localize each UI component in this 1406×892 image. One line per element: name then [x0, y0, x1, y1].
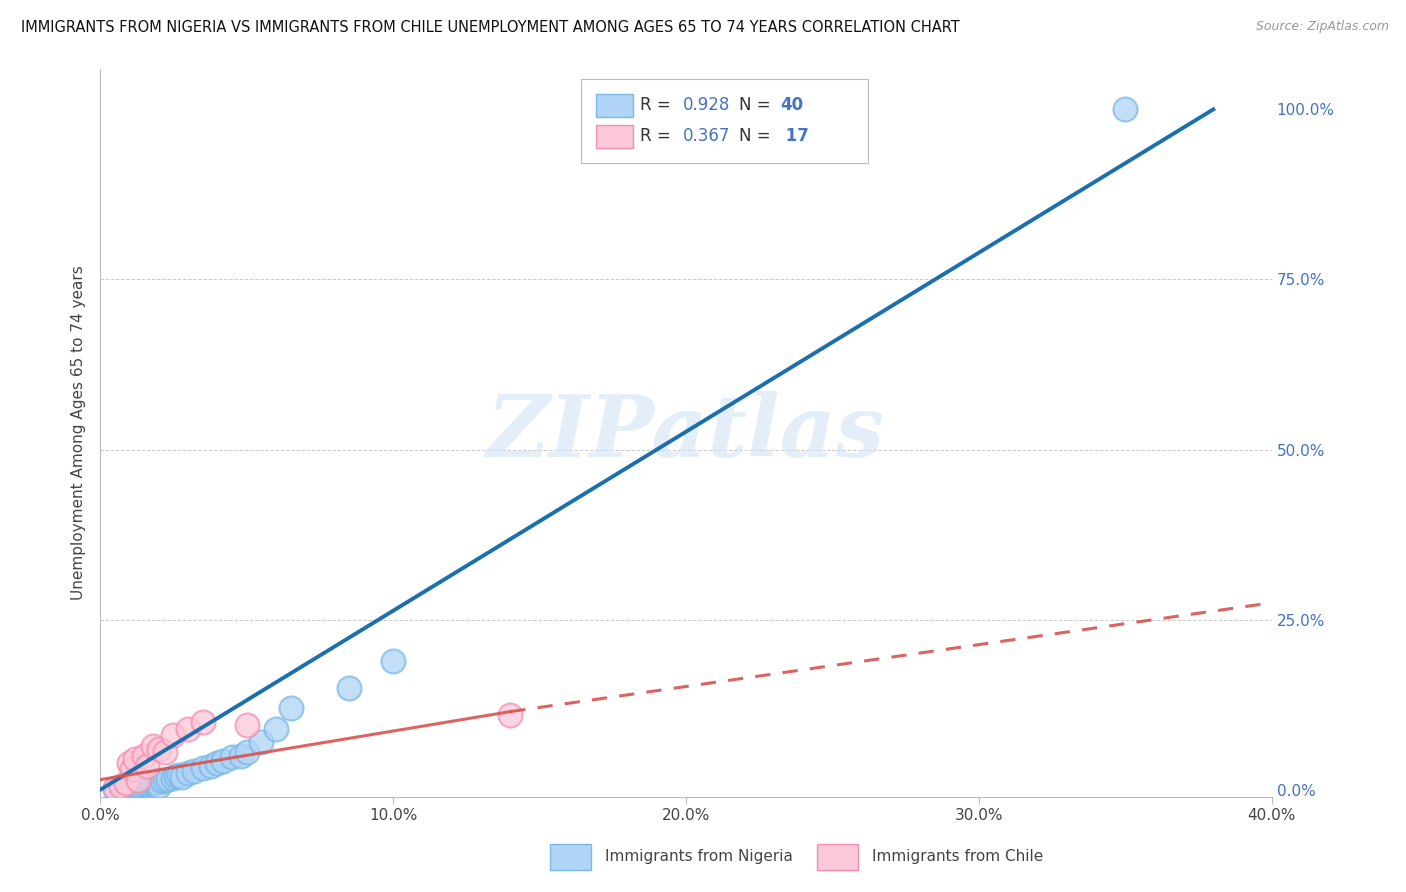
Point	[382, 654, 405, 668]
Point	[221, 750, 243, 764]
Point	[104, 780, 127, 795]
Point	[235, 718, 257, 732]
Point	[129, 778, 152, 792]
Point	[162, 771, 184, 785]
Point	[118, 780, 141, 794]
Text: R =: R =	[640, 96, 676, 114]
Point	[191, 761, 214, 775]
Point	[167, 768, 190, 782]
Point	[127, 780, 149, 794]
Text: R =: R =	[640, 127, 676, 145]
Point	[124, 752, 146, 766]
Point	[1114, 103, 1136, 117]
Point	[250, 735, 273, 749]
Point	[110, 780, 132, 795]
Text: 40: 40	[780, 96, 803, 114]
Point	[264, 722, 287, 736]
Text: N =: N =	[738, 127, 776, 145]
Point	[115, 776, 138, 790]
Point	[177, 765, 200, 780]
Point	[191, 714, 214, 729]
Point	[142, 774, 165, 789]
Point	[118, 781, 141, 796]
Point	[121, 763, 143, 777]
Point	[132, 748, 155, 763]
Text: Source: ZipAtlas.com: Source: ZipAtlas.com	[1256, 20, 1389, 33]
Point	[148, 780, 170, 794]
Text: Immigrants from Nigeria: Immigrants from Nigeria	[605, 849, 793, 863]
Point	[156, 772, 179, 786]
Point	[499, 708, 522, 723]
Point	[148, 772, 170, 787]
Point	[136, 759, 159, 773]
Text: 0.928: 0.928	[682, 96, 730, 114]
Point	[112, 780, 135, 794]
Point	[121, 780, 143, 794]
Point	[118, 756, 141, 770]
Point	[124, 779, 146, 793]
Point	[165, 769, 187, 783]
Point	[162, 728, 184, 742]
Point	[132, 777, 155, 791]
Point	[150, 774, 173, 789]
Point	[183, 764, 205, 778]
Point	[177, 722, 200, 736]
Text: 17: 17	[780, 127, 808, 145]
Point	[235, 746, 257, 760]
FancyBboxPatch shape	[596, 125, 633, 148]
Point	[115, 780, 138, 795]
Text: IMMIGRANTS FROM NIGERIA VS IMMIGRANTS FROM CHILE UNEMPLOYMENT AMONG AGES 65 TO 7: IMMIGRANTS FROM NIGERIA VS IMMIGRANTS FR…	[21, 20, 960, 35]
Point	[142, 739, 165, 753]
Point	[212, 754, 235, 768]
Point	[148, 742, 170, 756]
Point	[110, 780, 132, 794]
Point	[142, 777, 165, 791]
Point	[153, 746, 176, 760]
Point	[139, 776, 162, 790]
FancyBboxPatch shape	[596, 94, 633, 118]
Text: 0.367: 0.367	[682, 127, 730, 145]
Point	[207, 756, 229, 770]
Point	[145, 775, 167, 789]
Y-axis label: Unemployment Among Ages 65 to 74 years: Unemployment Among Ages 65 to 74 years	[72, 265, 86, 600]
Point	[153, 773, 176, 788]
Point	[104, 781, 127, 796]
Text: Immigrants from Chile: Immigrants from Chile	[872, 849, 1043, 863]
Point	[127, 772, 149, 787]
Point	[229, 748, 252, 763]
Text: ZIPatlas: ZIPatlas	[486, 391, 884, 475]
Point	[280, 701, 302, 715]
Point	[337, 681, 360, 695]
FancyBboxPatch shape	[581, 79, 868, 163]
Point	[136, 777, 159, 791]
Text: N =: N =	[738, 96, 776, 114]
Point	[200, 759, 222, 773]
Point	[172, 770, 194, 784]
